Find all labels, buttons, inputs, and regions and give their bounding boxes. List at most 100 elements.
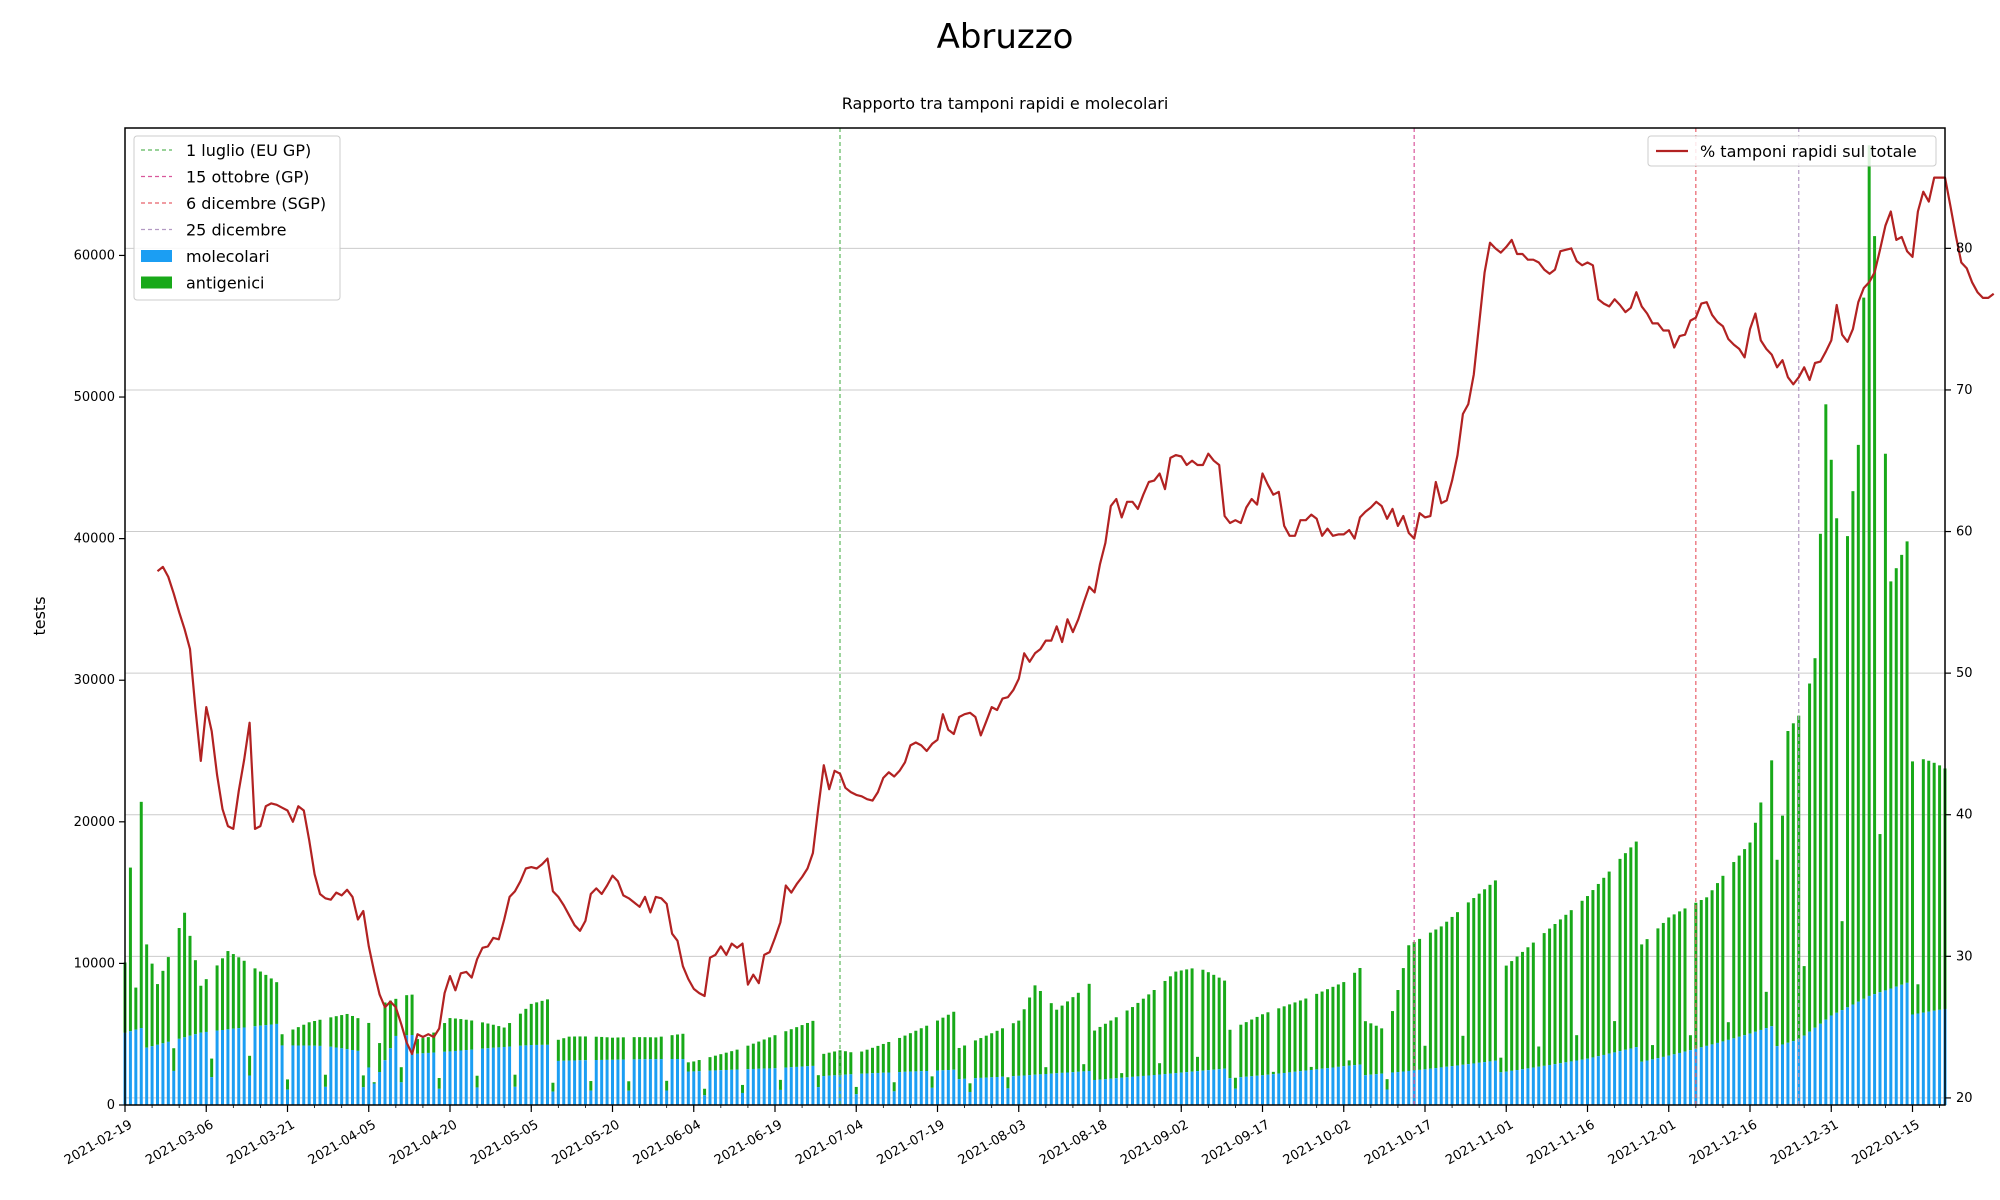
x-tick-label: 2021-12-16: [1687, 1117, 1760, 1168]
bar-antigenici: [1759, 802, 1763, 1030]
bar-antigenici: [1114, 1017, 1118, 1079]
bar-molecolari: [594, 1060, 598, 1105]
bar-molecolari: [1158, 1074, 1162, 1105]
bar-molecolari: [686, 1071, 690, 1105]
bar-antigenici: [1710, 890, 1714, 1045]
bar-antigenici: [1445, 921, 1449, 1067]
bar-molecolari: [1179, 1072, 1183, 1105]
bar-molecolari: [183, 1037, 187, 1105]
bar-antigenici: [529, 1003, 533, 1046]
bar-antigenici: [307, 1022, 311, 1046]
bar-molecolari: [540, 1044, 544, 1105]
chart-title: Abruzzo: [937, 17, 1074, 57]
bar-molecolari: [1044, 1073, 1048, 1105]
bar-molecolari: [984, 1077, 988, 1105]
bar-molecolari: [1781, 1044, 1784, 1105]
bar-molecolari: [237, 1028, 241, 1105]
bar-antigenici: [1521, 951, 1524, 1070]
bar-molecolari: [1369, 1074, 1373, 1105]
legend-left: 1 luglio (EU GP) 15 ottobre (GP) 6 dicembr…: [133, 135, 341, 301]
bar-molecolari: [1439, 1067, 1443, 1105]
bar-molecolari: [1131, 1076, 1134, 1105]
bar-antigenici: [1618, 858, 1622, 1052]
bar-molecolari: [1504, 1071, 1508, 1105]
bar-antigenici: [583, 1036, 587, 1061]
bar-antigenici: [946, 1014, 950, 1071]
bar-antigenici: [697, 1060, 701, 1072]
bar-molecolari: [161, 1043, 165, 1105]
bar-molecolari: [193, 1034, 197, 1105]
bar-antigenici: [1688, 1035, 1692, 1051]
bar-antigenici: [616, 1037, 620, 1060]
bar-antigenici: [1716, 883, 1719, 1043]
bar-molecolari: [973, 1078, 977, 1105]
bar-molecolari: [1331, 1067, 1335, 1105]
bar-molecolari: [1434, 1068, 1438, 1105]
legend-entry: 15 ottobre (GP): [186, 168, 309, 187]
bar-molecolari: [546, 1044, 549, 1105]
bar-antigenici: [1228, 1029, 1232, 1079]
bar-molecolari: [1634, 1047, 1638, 1105]
bar-molecolari: [1336, 1066, 1340, 1105]
bar-molecolari: [1391, 1072, 1394, 1105]
bar-antigenici: [1591, 890, 1595, 1058]
bar-molecolari: [210, 1077, 214, 1105]
bar-molecolari: [1602, 1054, 1606, 1105]
bar-antigenici: [1499, 1057, 1503, 1073]
bar-antigenici: [1185, 969, 1189, 1073]
bar-molecolari: [356, 1050, 360, 1105]
x-tick-label: 2021-07-19: [875, 1117, 948, 1168]
bar-molecolari: [1423, 1069, 1427, 1105]
bar-molecolari: [351, 1049, 354, 1105]
bar-antigenici: [1564, 914, 1568, 1063]
bar-molecolari: [941, 1070, 945, 1105]
bar-antigenici: [925, 1025, 929, 1071]
bar-antigenici: [1878, 834, 1882, 993]
bar-molecolari: [746, 1069, 750, 1105]
bar-molecolari: [394, 1035, 398, 1105]
bar-molecolari: [470, 1049, 474, 1105]
bar-molecolari: [611, 1059, 614, 1105]
bar-molecolari: [600, 1059, 604, 1105]
bar-antigenici: [1336, 984, 1340, 1067]
bar-molecolari: [995, 1077, 999, 1105]
bar-molecolari: [1856, 1001, 1860, 1105]
bar-antigenici: [1781, 815, 1784, 1045]
bar-antigenici: [1531, 942, 1535, 1068]
bar-antigenici: [600, 1036, 604, 1060]
bar-antigenici: [1239, 1024, 1243, 1078]
bar-molecolari: [128, 1031, 132, 1105]
bar-antigenici: [963, 1045, 967, 1079]
bar-molecolari: [1911, 1014, 1914, 1105]
y-right-tick-label: 80: [1956, 241, 1973, 256]
y-left-tick-label: 40000: [74, 532, 115, 547]
bar-antigenici: [1418, 938, 1422, 1070]
bar-molecolari: [1428, 1068, 1432, 1105]
bar-antigenici: [296, 1027, 300, 1046]
bar-antigenici: [1623, 853, 1627, 1050]
bar-molecolari: [253, 1026, 257, 1105]
bar-antigenici: [567, 1036, 571, 1061]
bar-antigenici: [751, 1043, 755, 1069]
bar-antigenici: [1244, 1022, 1248, 1077]
bar-antigenici: [269, 978, 273, 1025]
bar-molecolari: [1526, 1068, 1530, 1105]
bar-molecolari: [730, 1069, 734, 1105]
bar-antigenici: [1006, 1077, 1010, 1089]
bar-antigenici: [708, 1057, 712, 1071]
bar-antigenici: [399, 1067, 403, 1083]
bar-antigenici: [1320, 991, 1324, 1069]
bar-antigenici: [990, 1033, 994, 1078]
bar-antigenici: [356, 1018, 360, 1051]
bar-molecolari: [1001, 1076, 1004, 1105]
bar-molecolari: [919, 1071, 923, 1105]
bar-antigenici: [1250, 1019, 1254, 1077]
bar-antigenici: [1927, 760, 1931, 1012]
bar-molecolari: [529, 1045, 533, 1105]
plot-frame: [124, 127, 1946, 1106]
bar-antigenici: [611, 1037, 614, 1060]
bar-antigenici: [973, 1040, 977, 1079]
x-tick-label: 2021-11-01: [1443, 1117, 1516, 1168]
bar-molecolari: [1905, 982, 1909, 1105]
bar-molecolari: [1293, 1071, 1297, 1105]
